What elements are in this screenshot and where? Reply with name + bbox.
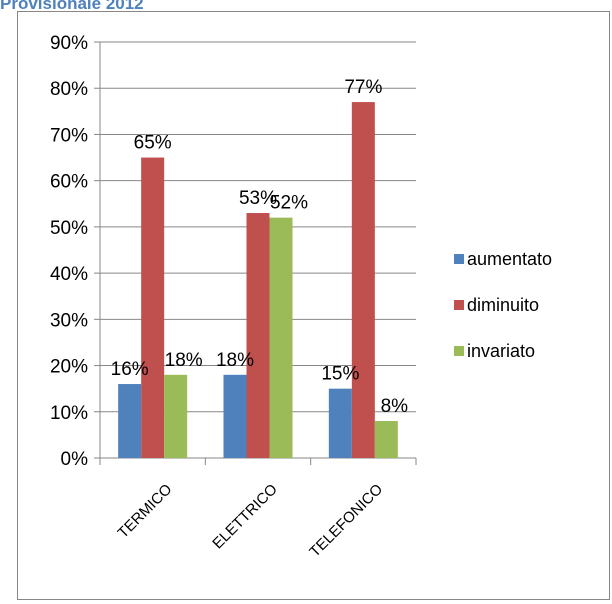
data-label: 15% <box>321 364 359 385</box>
legend-label-invariato: invariato <box>467 341 535 361</box>
data-label: 16% <box>111 359 149 380</box>
y-tick-label: 60% <box>50 172 88 193</box>
x-tick-label: TERMICO <box>115 481 176 542</box>
y-tick-label: 90% <box>50 33 88 54</box>
data-label: 52% <box>270 193 308 214</box>
data-label: 77% <box>344 77 382 98</box>
y-tick-label: 10% <box>50 403 88 424</box>
y-tick-label: 40% <box>50 264 88 285</box>
data-label: 18% <box>216 350 254 371</box>
bar-invariato <box>269 217 293 458</box>
bar-aumentato <box>118 384 142 458</box>
bar-invariato <box>374 421 398 458</box>
legend-swatch-invariato <box>454 346 464 356</box>
data-label: 18% <box>165 350 203 371</box>
legend-label-aumentato: aumentato <box>467 249 552 269</box>
chart-frame: 0% 10% 20% 30% 40% 50% 60% 70% 80% 90% TERMICO ELET… <box>17 11 610 600</box>
y-tick-label: 80% <box>50 79 88 100</box>
y-tick-label: 50% <box>50 218 88 239</box>
bars <box>118 102 398 459</box>
y-tick-label: 30% <box>50 310 88 331</box>
legend-swatch-aumentato <box>454 254 464 264</box>
data-labels: 16% 65% 18% 18% 53%52% 15% 77% 8% <box>111 77 409 417</box>
y-tick-label: 0% <box>61 449 89 470</box>
y-tick-label: 20% <box>50 357 88 378</box>
bar-aumentato <box>328 388 352 458</box>
bar-aumentato <box>223 374 247 458</box>
bar-diminuito <box>141 157 165 459</box>
x-tick-label: ELETTRICO <box>209 481 281 553</box>
bar-diminuito <box>246 213 270 458</box>
legend-label-diminuito: diminuito <box>467 295 539 315</box>
legend-swatch-diminuito <box>454 300 464 310</box>
bar-invariato <box>164 374 188 458</box>
data-label: 53% <box>239 188 277 209</box>
data-label: 65% <box>134 133 172 154</box>
bar-diminuito <box>351 102 375 458</box>
page-title: Provisionale 2012 <box>0 0 144 13</box>
legend: aumentato diminuito invariato <box>454 249 552 361</box>
data-label: 8% <box>381 396 409 417</box>
y-tick-label: 70% <box>50 125 88 146</box>
x-tick-label: TELEFONICO <box>306 481 386 561</box>
bar-chart: 0% 10% 20% 30% 40% 50% 60% 70% 80% 90% TERMICO ELET… <box>50 33 552 561</box>
